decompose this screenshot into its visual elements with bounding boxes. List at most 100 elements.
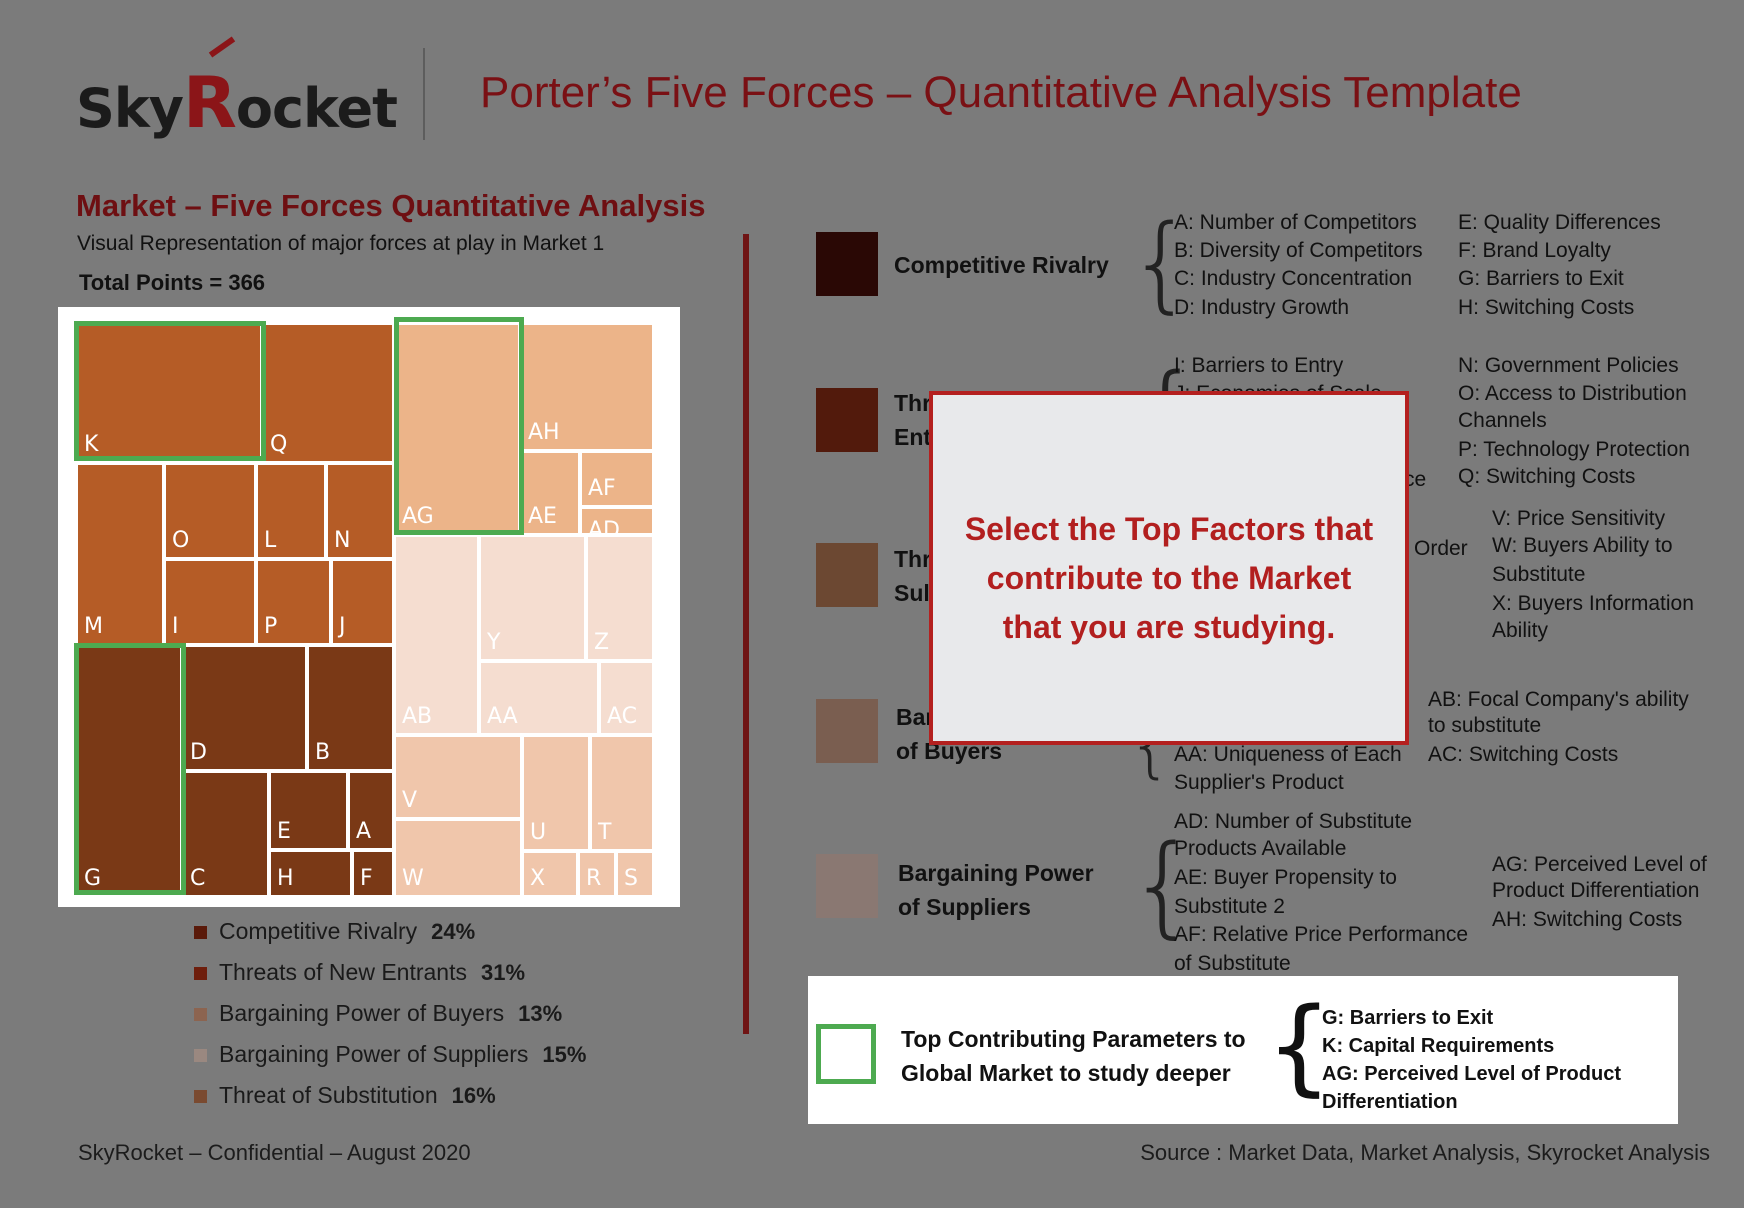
- factor-af-cont: of Substitute: [1174, 952, 1291, 975]
- treemap-cell-aa[interactable]: AA: [479, 661, 599, 735]
- footer-confidential: SkyRocket – Confidential – August 2020: [78, 1140, 471, 1165]
- factor-h: H: Switching Costs: [1458, 296, 1635, 319]
- top-param-item: G: Barriers to Exit: [1322, 1007, 1494, 1029]
- factor-x: X: Buyers Information: [1492, 592, 1694, 615]
- legend-swatch: [194, 1049, 207, 1063]
- logo-accent: [208, 36, 236, 58]
- page-title: Porter’s Five Forces – Quantitative Anal…: [480, 68, 1522, 117]
- treemap-cell-u[interactable]: U: [522, 735, 590, 851]
- top-parameters-list: G: Barriers to Exit K: Capital Requireme…: [1322, 1004, 1621, 1116]
- force-swatch-buyers: [816, 699, 878, 763]
- force-swatch-suppliers: [816, 854, 878, 918]
- treemap-cell-ae[interactable]: AE: [520, 451, 580, 535]
- factor-q: Q: Switching Costs: [1458, 465, 1636, 488]
- treemap-cell-w[interactable]: W: [394, 819, 522, 897]
- legend-item: Bargaining Power of Buyers 13%: [194, 1000, 562, 1027]
- treemap-cell-z[interactable]: Z: [586, 535, 654, 661]
- treemap-cell-e[interactable]: E: [269, 771, 348, 850]
- treemap-cell-r[interactable]: R: [578, 851, 616, 897]
- factor-ab: AB: Focal Company's ability: [1428, 688, 1689, 711]
- factor-ad-cont: Products Available: [1174, 837, 1347, 860]
- treemap-cell-o[interactable]: O: [164, 463, 256, 559]
- factor-m-tail: ce: [1404, 468, 1427, 491]
- factor-ad: AD: Number of Substitute: [1174, 810, 1413, 833]
- factor-o: O: Access to Distribution: [1458, 382, 1687, 405]
- factor-o-cont: Channels: [1458, 409, 1547, 432]
- treemap-cell-b[interactable]: B: [307, 645, 394, 771]
- treemap-cell-y[interactable]: Y: [479, 535, 586, 661]
- factor-a: A: Number of Competitors: [1174, 211, 1417, 234]
- treemap-cell-i[interactable]: I: [164, 559, 256, 645]
- factor-v: V: Price Sensitivity: [1492, 507, 1666, 530]
- treemap-cell-v[interactable]: V: [394, 735, 522, 819]
- treemap-cell-g[interactable]: G: [76, 645, 182, 897]
- top-param-item: K: Capital Requirements: [1322, 1035, 1555, 1057]
- force-swatch-substitution: [816, 543, 878, 607]
- treemap-cell-t[interactable]: T: [590, 735, 654, 851]
- factor-order-tail: Order: [1414, 537, 1468, 560]
- treemap-cell-f[interactable]: F: [352, 850, 394, 897]
- force-name-new-entrants: Thr Ent: [894, 390, 932, 450]
- treemap-cell-ag[interactable]: AG: [394, 323, 520, 535]
- factor-ae-cont: Substitute 2: [1174, 895, 1285, 918]
- factor-i: I: Barriers to Entry: [1174, 354, 1344, 377]
- force-name-suppliers: Bargaining Power of Suppliers: [898, 860, 1094, 920]
- factor-c: C: Industry Concentration: [1174, 267, 1413, 290]
- treemap-cell-d[interactable]: D: [182, 645, 307, 771]
- treemap-cell-ac[interactable]: AC: [599, 661, 654, 735]
- treemap: K Q M O L N I P J G D B C E A H F AG AH …: [74, 317, 654, 897]
- section-divider: [743, 234, 749, 1034]
- top-parameters-label: Top Contributing Parameters to Global Mar…: [901, 1026, 1246, 1086]
- factor-aa: AA: Uniqueness of Each: [1174, 743, 1402, 766]
- popup-message: Select the Top Factors that contribute t…: [964, 511, 1374, 645]
- instruction-popup[interactable]: Select the Top Factors that contribute t…: [929, 391, 1409, 745]
- treemap-cell-af[interactable]: AF: [580, 451, 654, 507]
- factor-e: E: Quality Differences: [1458, 211, 1661, 234]
- legend-item: Bargaining Power of Suppliers 15%: [194, 1041, 586, 1068]
- factor-ag: AG: Perceived Level of: [1492, 853, 1707, 876]
- treemap-cell-a[interactable]: A: [348, 771, 394, 850]
- factor-ae: AE: Buyer Propensity to: [1174, 866, 1397, 889]
- treemap-cell-x[interactable]: X: [522, 851, 578, 897]
- legend-swatch: [194, 1090, 207, 1104]
- factor-aa-cont: Supplier's Product: [1174, 771, 1344, 794]
- treemap-cell-p[interactable]: P: [256, 559, 331, 645]
- factor-ah: AH: Switching Costs: [1492, 908, 1683, 931]
- footer-source: Source : Market Data, Market Analysis, S…: [1140, 1140, 1710, 1165]
- treemap-cell-j[interactable]: J: [331, 559, 394, 645]
- treemap-cell-ah[interactable]: AH: [520, 323, 654, 451]
- section-title: Market – Five Forces Quantitative Analys…: [76, 188, 706, 223]
- treemap-cell-ad[interactable]: AD: [580, 507, 654, 535]
- factor-ab-cont: to substitute: [1428, 714, 1542, 737]
- treemap-cell-ab[interactable]: AB: [394, 535, 479, 735]
- factor-ag-cont: Product Differentiation: [1492, 879, 1700, 902]
- logo: SkyRocket: [76, 62, 398, 144]
- legend-swatch: [194, 967, 207, 981]
- treemap-cell-l[interactable]: L: [256, 463, 326, 559]
- top-parameters-box: Top Contributing Parameters to Global Mar…: [808, 976, 1678, 1124]
- treemap-cell-q[interactable]: Q: [262, 323, 394, 463]
- legend-item: Threats of New Entrants 31%: [194, 959, 525, 986]
- factor-af: AF: Relative Price Performance: [1174, 923, 1469, 946]
- treemap-cell-h[interactable]: H: [269, 850, 352, 897]
- treemap-cell-c[interactable]: C: [182, 771, 269, 897]
- treemap-cell-m[interactable]: M: [76, 463, 164, 645]
- top-param-item: Differentiation: [1322, 1091, 1458, 1113]
- legend-item: Competitive Rivalry 24%: [194, 918, 475, 945]
- force-name-substitution: Thr Sul: [894, 546, 932, 606]
- top-param-item: AG: Perceived Level of Product: [1322, 1063, 1621, 1085]
- force-brace: {: [1128, 202, 1195, 324]
- header-divider: [423, 48, 425, 140]
- total-points: Total Points = 366: [79, 270, 266, 295]
- factor-d: D: Industry Growth: [1174, 296, 1350, 319]
- legend-item: Threat of Substitution 16%: [194, 1082, 496, 1109]
- force-swatch-new-entrants: [816, 388, 878, 452]
- factor-w: W: Buyers Ability to: [1492, 534, 1673, 557]
- force-brace: {: [1128, 821, 1198, 949]
- factor-f: F: Brand Loyalty: [1458, 239, 1611, 262]
- treemap-cell-n[interactable]: N: [326, 463, 394, 559]
- factor-x-cont: Ability: [1492, 619, 1549, 642]
- treemap-cell-k[interactable]: K: [76, 323, 262, 463]
- treemap-cell-s[interactable]: S: [616, 851, 654, 897]
- force-swatch-rivalry: [816, 232, 878, 296]
